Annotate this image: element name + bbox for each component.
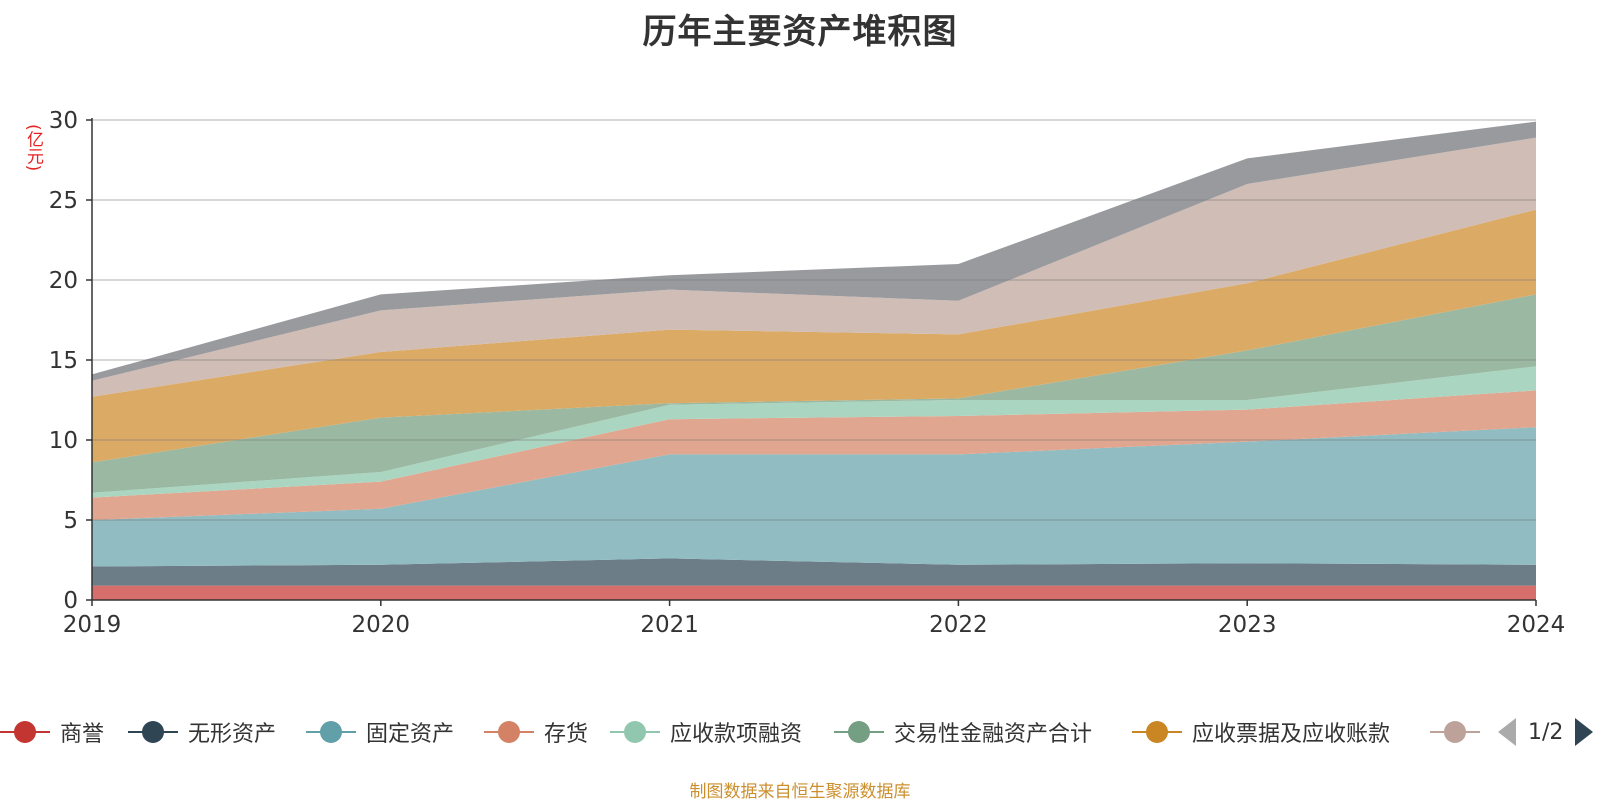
area-series-5 (92, 366, 1536, 498)
legend-label: 应收票据及应收账款 (1192, 722, 1391, 747)
legend-label: 商誉 (60, 722, 105, 747)
legend-prev-page-icon[interactable] (1498, 718, 1516, 746)
y-tick-label-30: 30 (49, 108, 78, 134)
data-source-footer: 制图数据来自恒生聚源数据库 (689, 782, 911, 800)
legend-marker-icon (306, 712, 356, 752)
legend-marker-icon (484, 712, 534, 752)
y-axis-unit-label: (亿元) (23, 124, 43, 172)
legend-label: 存货 (544, 722, 589, 747)
x-tick-label-2024: 2024 (1507, 612, 1566, 638)
area-series-3 (92, 427, 1536, 567)
legend-next-page-icon[interactable] (1575, 718, 1594, 746)
legend-item-2[interactable]: 无形资产 (128, 712, 276, 752)
legend: 商誉 无形资产 固定资产 存货 应收款项融资 交易性金融资产合计 应收票据及应收账款 (0, 712, 1600, 752)
legend-label: 交易性金融资产合计 (894, 722, 1093, 747)
chart-title: 历年主要资产堆积图 (642, 12, 958, 52)
legend-label: 固定资产 (366, 722, 455, 747)
x-tick-label-2022: 2022 (929, 612, 988, 638)
legend-label: 无形资产 (188, 722, 277, 747)
area-series-9 (92, 121, 1536, 381)
y-tick-label-0: 0 (63, 588, 78, 614)
legend-marker-icon (128, 712, 178, 752)
legend-item-1[interactable]: 商誉 (0, 712, 104, 752)
y-tick-label-25: 25 (49, 188, 78, 214)
y-tick-label-10: 10 (49, 428, 78, 454)
legend-marker-icon (834, 712, 884, 752)
x-tick-label-2019: 2019 (63, 612, 122, 638)
legend-label: 应收款项融资 (670, 722, 803, 747)
y-tick-label-5: 5 (63, 508, 78, 534)
area-series-8 (92, 137, 1536, 397)
area-series-7 (92, 209, 1536, 463)
y-tick-label-20: 20 (49, 268, 78, 294)
legend-marker-icon (1132, 712, 1182, 752)
area-series-4 (92, 390, 1536, 520)
legend-item-7[interactable]: 应收票据及应收账款 (1132, 712, 1390, 752)
legend-item-8[interactable] (1430, 712, 1480, 752)
area-series-2 (92, 558, 1536, 586)
x-tick-label-2023: 2023 (1218, 612, 1277, 638)
legend-item-3[interactable]: 固定资产 (306, 712, 454, 752)
legend-marker-icon (610, 712, 660, 752)
legend-page-indicator: 1/2 (1528, 719, 1564, 745)
legend-item-4[interactable]: 存货 (484, 712, 588, 752)
legend-item-5[interactable]: 应收款项融资 (610, 712, 802, 752)
legend-pager: 1/2 (1498, 712, 1594, 752)
legend-marker-icon (1430, 712, 1480, 752)
x-tick-label-2021: 2021 (640, 612, 699, 638)
x-tick-label-2020: 2020 (352, 612, 411, 638)
legend-item-6[interactable]: 交易性金融资产合计 (834, 712, 1092, 752)
y-tick-label-15: 15 (49, 348, 78, 374)
area-series-1 (92, 585, 1536, 600)
legend-marker-icon (0, 712, 50, 752)
area-series-6 (92, 294, 1536, 493)
